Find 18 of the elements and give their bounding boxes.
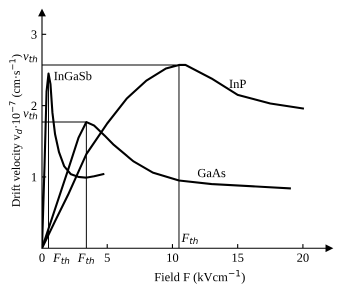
x-tick-label: 5 <box>104 254 110 262</box>
ref-line-label: F$_{th}$ <box>53 254 70 264</box>
y-tick-label: 3 <box>31 30 37 39</box>
ref-line-label: F$_{th}$ <box>78 254 94 264</box>
x-tick-label: 15 <box>232 254 244 262</box>
x-tick-label: 10 <box>167 253 178 262</box>
ref-line-label: F$_{th}$ <box>182 234 198 244</box>
ref-line-label: v$_{th}$ <box>23 111 38 120</box>
y-tick-label: 1 <box>32 173 36 182</box>
series-label: InGaSb <box>54 71 92 80</box>
series-label: GaAs <box>198 168 226 178</box>
ref-line-label: v$_{th}$ <box>23 54 38 62</box>
y-tick-label: 2 <box>31 102 36 110</box>
series-label: InP <box>229 80 246 88</box>
x-tick-label: 20 <box>297 253 309 262</box>
x-tick-label: 0 <box>39 253 45 262</box>
y-axis-title: Drift velocity v$_{d}$·10$^{−7}$ (cm·s$^{−1}$) <box>9 54 22 207</box>
x-axis-title: Field F (kVcm$^{−1}$) <box>154 270 245 284</box>
